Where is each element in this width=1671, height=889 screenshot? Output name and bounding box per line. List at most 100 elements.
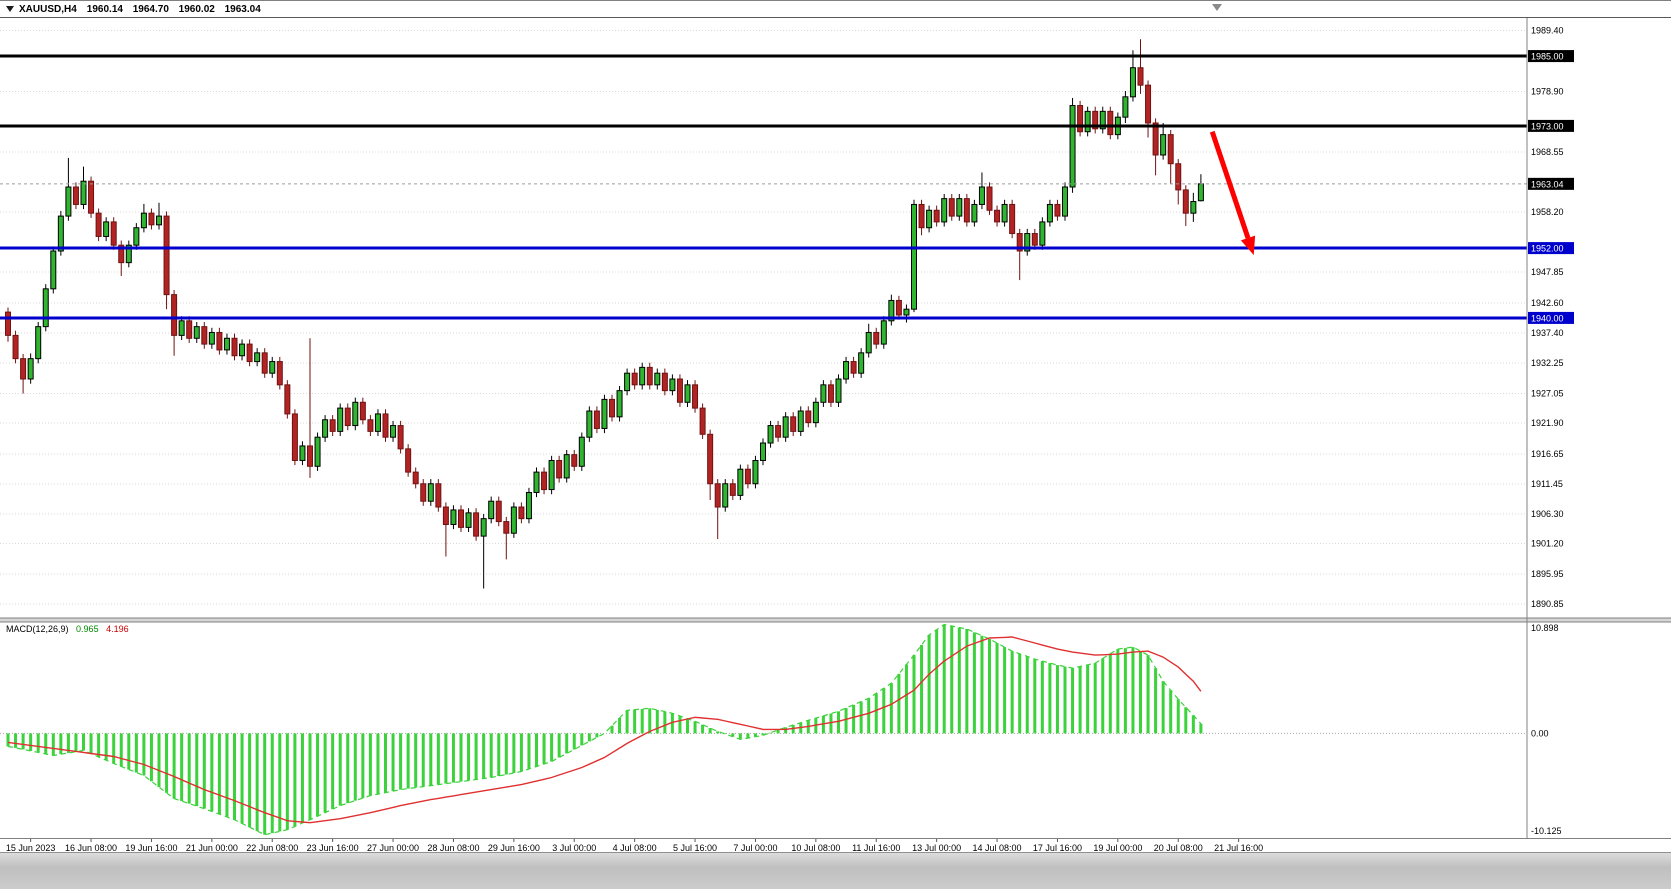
candle-down bbox=[201, 321, 208, 349]
candle-down bbox=[473, 508, 480, 541]
candle-down bbox=[994, 205, 1001, 227]
candle-down bbox=[495, 496, 502, 527]
pane-separator[interactable] bbox=[0, 617, 1671, 623]
candle-up bbox=[193, 321, 200, 343]
candle-down bbox=[276, 356, 283, 390]
price-line-label: 1985.00 bbox=[1531, 52, 1564, 62]
date-label: 27 Jun 00:00 bbox=[367, 843, 419, 853]
price-tick-label: 1921.90 bbox=[1531, 418, 1564, 428]
candle-down bbox=[186, 316, 193, 343]
candle-down bbox=[541, 467, 548, 495]
candle-down bbox=[72, 182, 79, 210]
candle-up bbox=[722, 479, 729, 512]
date-label: 16 Jun 08:00 bbox=[65, 843, 117, 853]
candle-up bbox=[450, 505, 457, 530]
candle-down bbox=[397, 420, 404, 454]
trend-arrow-annotation[interactable] bbox=[1209, 130, 1256, 256]
candle-up bbox=[1069, 97, 1076, 193]
candle-up bbox=[525, 487, 532, 524]
macd-indicator-label: MACD(12,26,9) 0.965 4.196 bbox=[6, 624, 134, 634]
candle-down bbox=[171, 289, 178, 356]
candle-down bbox=[948, 193, 955, 221]
ohlc-readout: 1960.14 1964.70 1960.02 1963.04 bbox=[87, 4, 268, 15]
price-tick-label: 1968.55 bbox=[1531, 147, 1564, 157]
macd-axis-label: -10.125 bbox=[1531, 826, 1562, 836]
candle-down bbox=[88, 176, 95, 218]
candle-down bbox=[593, 406, 600, 434]
price-tick-label: 1906.30 bbox=[1531, 509, 1564, 519]
candle-up bbox=[616, 385, 623, 422]
time-axis[interactable]: 15 Jun 2023 16 Jun 08:00 19 Jun 16:00 21 Ju… bbox=[0, 838, 1671, 854]
date-label: 28 Jun 08:00 bbox=[427, 843, 479, 853]
candle-down bbox=[246, 339, 253, 367]
candle-down bbox=[631, 368, 638, 390]
horizontal-price-lines[interactable] bbox=[0, 54, 1527, 320]
candle-down bbox=[518, 502, 525, 524]
candle-up bbox=[760, 438, 766, 466]
date-label: 19 Jun 16:00 bbox=[125, 843, 177, 853]
candle-up bbox=[140, 203, 147, 233]
candle-up bbox=[578, 432, 585, 471]
candles-series bbox=[5, 39, 1204, 589]
candle-up bbox=[1160, 122, 1167, 160]
candle-up bbox=[1129, 50, 1136, 102]
candle-up bbox=[971, 199, 978, 227]
candle-up bbox=[1001, 199, 1008, 227]
candle-down bbox=[1107, 106, 1114, 140]
price-tick-label: 1989.40 bbox=[1531, 25, 1564, 35]
candle-down bbox=[118, 240, 125, 277]
candle-down bbox=[12, 330, 19, 364]
candle-down bbox=[1175, 159, 1182, 205]
candle-up bbox=[548, 455, 555, 495]
price-axis[interactable]: 1989.40 1978.90 1968.55 1958.20 1947.85 1942.… bbox=[1526, 18, 1574, 838]
price-line-label-box bbox=[1528, 119, 1574, 132]
candle-down bbox=[775, 420, 782, 442]
candle-down bbox=[359, 397, 366, 425]
date-label: 7 Jul 00:00 bbox=[733, 843, 777, 853]
candle-up bbox=[978, 172, 985, 210]
macd-histogram bbox=[6, 624, 1203, 835]
chart-symbol-icon[interactable] bbox=[6, 6, 14, 12]
candle-down bbox=[163, 211, 170, 310]
date-label: 17 Jul 16:00 bbox=[1033, 843, 1082, 853]
ohlc-low: 1960.02 bbox=[178, 3, 215, 15]
candle-down bbox=[744, 464, 751, 489]
candle-up bbox=[269, 356, 276, 378]
chart-canvas[interactable]: 1989.40 1978.90 1968.55 1958.20 1947.85 1942.… bbox=[0, 18, 1671, 855]
candle-down bbox=[284, 380, 291, 419]
chart-shift-marker-icon[interactable] bbox=[1212, 4, 1222, 11]
date-label: 19 Jul 00:00 bbox=[1093, 843, 1142, 853]
price-gridlines bbox=[0, 29, 1527, 605]
candle-up bbox=[767, 420, 774, 448]
candle-up bbox=[865, 323, 872, 358]
price-tick-label: 1916.65 bbox=[1531, 449, 1564, 459]
candle-down bbox=[729, 479, 736, 501]
candle-down bbox=[850, 356, 857, 378]
date-label: 13 Jul 00:00 bbox=[912, 843, 961, 853]
candle-up bbox=[752, 455, 759, 489]
ohlc-close: 1963.04 bbox=[224, 3, 261, 15]
candle-down bbox=[692, 380, 699, 413]
macd-axis-label: 10.898 bbox=[1531, 623, 1559, 633]
price-tick-label: 1942.60 bbox=[1531, 298, 1564, 308]
candle-down bbox=[458, 505, 464, 533]
candle-up bbox=[880, 316, 887, 349]
candle-up bbox=[1197, 174, 1204, 202]
candle-down bbox=[344, 403, 351, 431]
date-label: 22 Jun 08:00 bbox=[246, 843, 298, 853]
macd-pane[interactable] bbox=[0, 623, 1527, 836]
candle-down bbox=[805, 406, 812, 428]
price-line-label-box bbox=[1528, 50, 1574, 63]
date-label: 29 Jun 16:00 bbox=[488, 843, 540, 853]
price-tick-label: 1895.95 bbox=[1531, 569, 1564, 579]
candle-up bbox=[510, 502, 517, 538]
price-tick-label: 1927.05 bbox=[1531, 388, 1564, 398]
candle-down bbox=[707, 429, 714, 501]
candle-up bbox=[782, 412, 789, 442]
price-tick-label: 1978.90 bbox=[1531, 87, 1564, 97]
price-tick-label: 1958.20 bbox=[1531, 207, 1564, 217]
candle-up bbox=[563, 450, 570, 483]
date-label: 15 Jun 2023 bbox=[6, 843, 56, 853]
candle-down bbox=[699, 403, 706, 439]
